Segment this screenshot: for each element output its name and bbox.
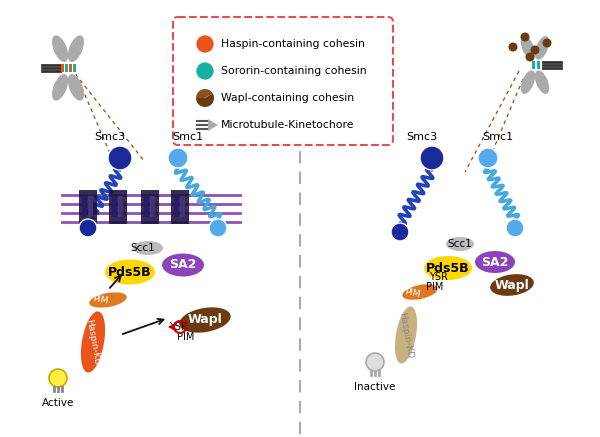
Text: Microtubule-Kinetochore: Microtubule-Kinetochore (221, 120, 355, 130)
Text: YSR: YSR (428, 272, 448, 282)
Wedge shape (196, 94, 214, 107)
Circle shape (196, 62, 214, 80)
Bar (174, 196, 179, 217)
Bar (79, 190, 97, 224)
Bar (69, 64, 72, 72)
Text: Haspin-containing cohesin: Haspin-containing cohesin (221, 39, 365, 49)
Ellipse shape (89, 292, 127, 308)
Circle shape (49, 369, 67, 387)
Ellipse shape (105, 260, 155, 284)
Ellipse shape (521, 36, 535, 59)
Circle shape (506, 219, 524, 237)
FancyBboxPatch shape (173, 17, 393, 145)
Text: SA2: SA2 (481, 256, 509, 268)
Ellipse shape (395, 306, 417, 364)
Text: SA2: SA2 (169, 259, 197, 271)
Circle shape (168, 148, 188, 168)
Ellipse shape (162, 253, 204, 277)
Circle shape (478, 148, 498, 168)
Bar (144, 196, 149, 217)
Ellipse shape (179, 307, 230, 333)
Ellipse shape (490, 274, 534, 296)
Circle shape (420, 146, 444, 170)
Wedge shape (196, 89, 213, 98)
Bar (112, 196, 117, 217)
Ellipse shape (403, 284, 437, 300)
Circle shape (108, 146, 132, 170)
Ellipse shape (81, 312, 105, 373)
Circle shape (542, 38, 551, 48)
Text: Inactive: Inactive (355, 382, 395, 392)
Text: Pds5B: Pds5B (426, 261, 470, 274)
Circle shape (366, 353, 384, 371)
Ellipse shape (68, 74, 84, 101)
Circle shape (526, 52, 535, 62)
Bar (537, 61, 540, 69)
Text: Scc1: Scc1 (448, 239, 472, 249)
Circle shape (79, 219, 97, 237)
Text: Haspin-KD: Haspin-KD (85, 318, 101, 366)
Bar (61, 64, 64, 72)
Text: PIM: PIM (427, 282, 443, 292)
Ellipse shape (521, 70, 535, 94)
Text: PIM: PIM (178, 332, 194, 342)
Circle shape (209, 219, 227, 237)
Bar (150, 196, 155, 217)
Bar (109, 190, 127, 224)
Text: Smc3: Smc3 (406, 132, 437, 142)
Text: Sororin-containing cohesin: Sororin-containing cohesin (221, 66, 367, 76)
Ellipse shape (68, 35, 84, 62)
Circle shape (509, 42, 517, 52)
Bar (65, 64, 68, 72)
Bar (532, 61, 535, 69)
Text: YSR: YSR (169, 322, 187, 332)
Ellipse shape (52, 74, 68, 101)
Circle shape (391, 223, 409, 241)
Text: Smc1: Smc1 (482, 132, 514, 142)
Bar (82, 196, 87, 217)
Bar (180, 196, 185, 217)
Bar (141, 190, 159, 224)
Text: PIM: PIM (403, 287, 421, 299)
Ellipse shape (133, 241, 163, 255)
Text: Smc1: Smc1 (172, 132, 203, 142)
Ellipse shape (424, 256, 472, 280)
Circle shape (196, 35, 214, 53)
Ellipse shape (446, 237, 474, 251)
Text: Scc1: Scc1 (131, 243, 155, 253)
Bar (73, 64, 76, 72)
Ellipse shape (52, 35, 68, 62)
Bar (88, 196, 93, 217)
Text: Pds5B: Pds5B (108, 266, 152, 278)
Text: Wapl: Wapl (188, 313, 223, 326)
Text: Haspin-KD: Haspin-KD (397, 311, 415, 359)
Ellipse shape (535, 36, 549, 59)
Text: Smc3: Smc3 (94, 132, 125, 142)
Circle shape (521, 32, 530, 42)
Polygon shape (208, 119, 218, 131)
Circle shape (530, 45, 539, 55)
Ellipse shape (475, 251, 515, 273)
Text: Wapl-containing cohesin: Wapl-containing cohesin (221, 93, 354, 103)
Bar (118, 196, 123, 217)
Text: Wapl: Wapl (494, 280, 529, 292)
Ellipse shape (535, 70, 549, 94)
Text: PIM: PIM (91, 294, 109, 306)
Bar (171, 190, 189, 224)
Text: Active: Active (42, 398, 74, 408)
